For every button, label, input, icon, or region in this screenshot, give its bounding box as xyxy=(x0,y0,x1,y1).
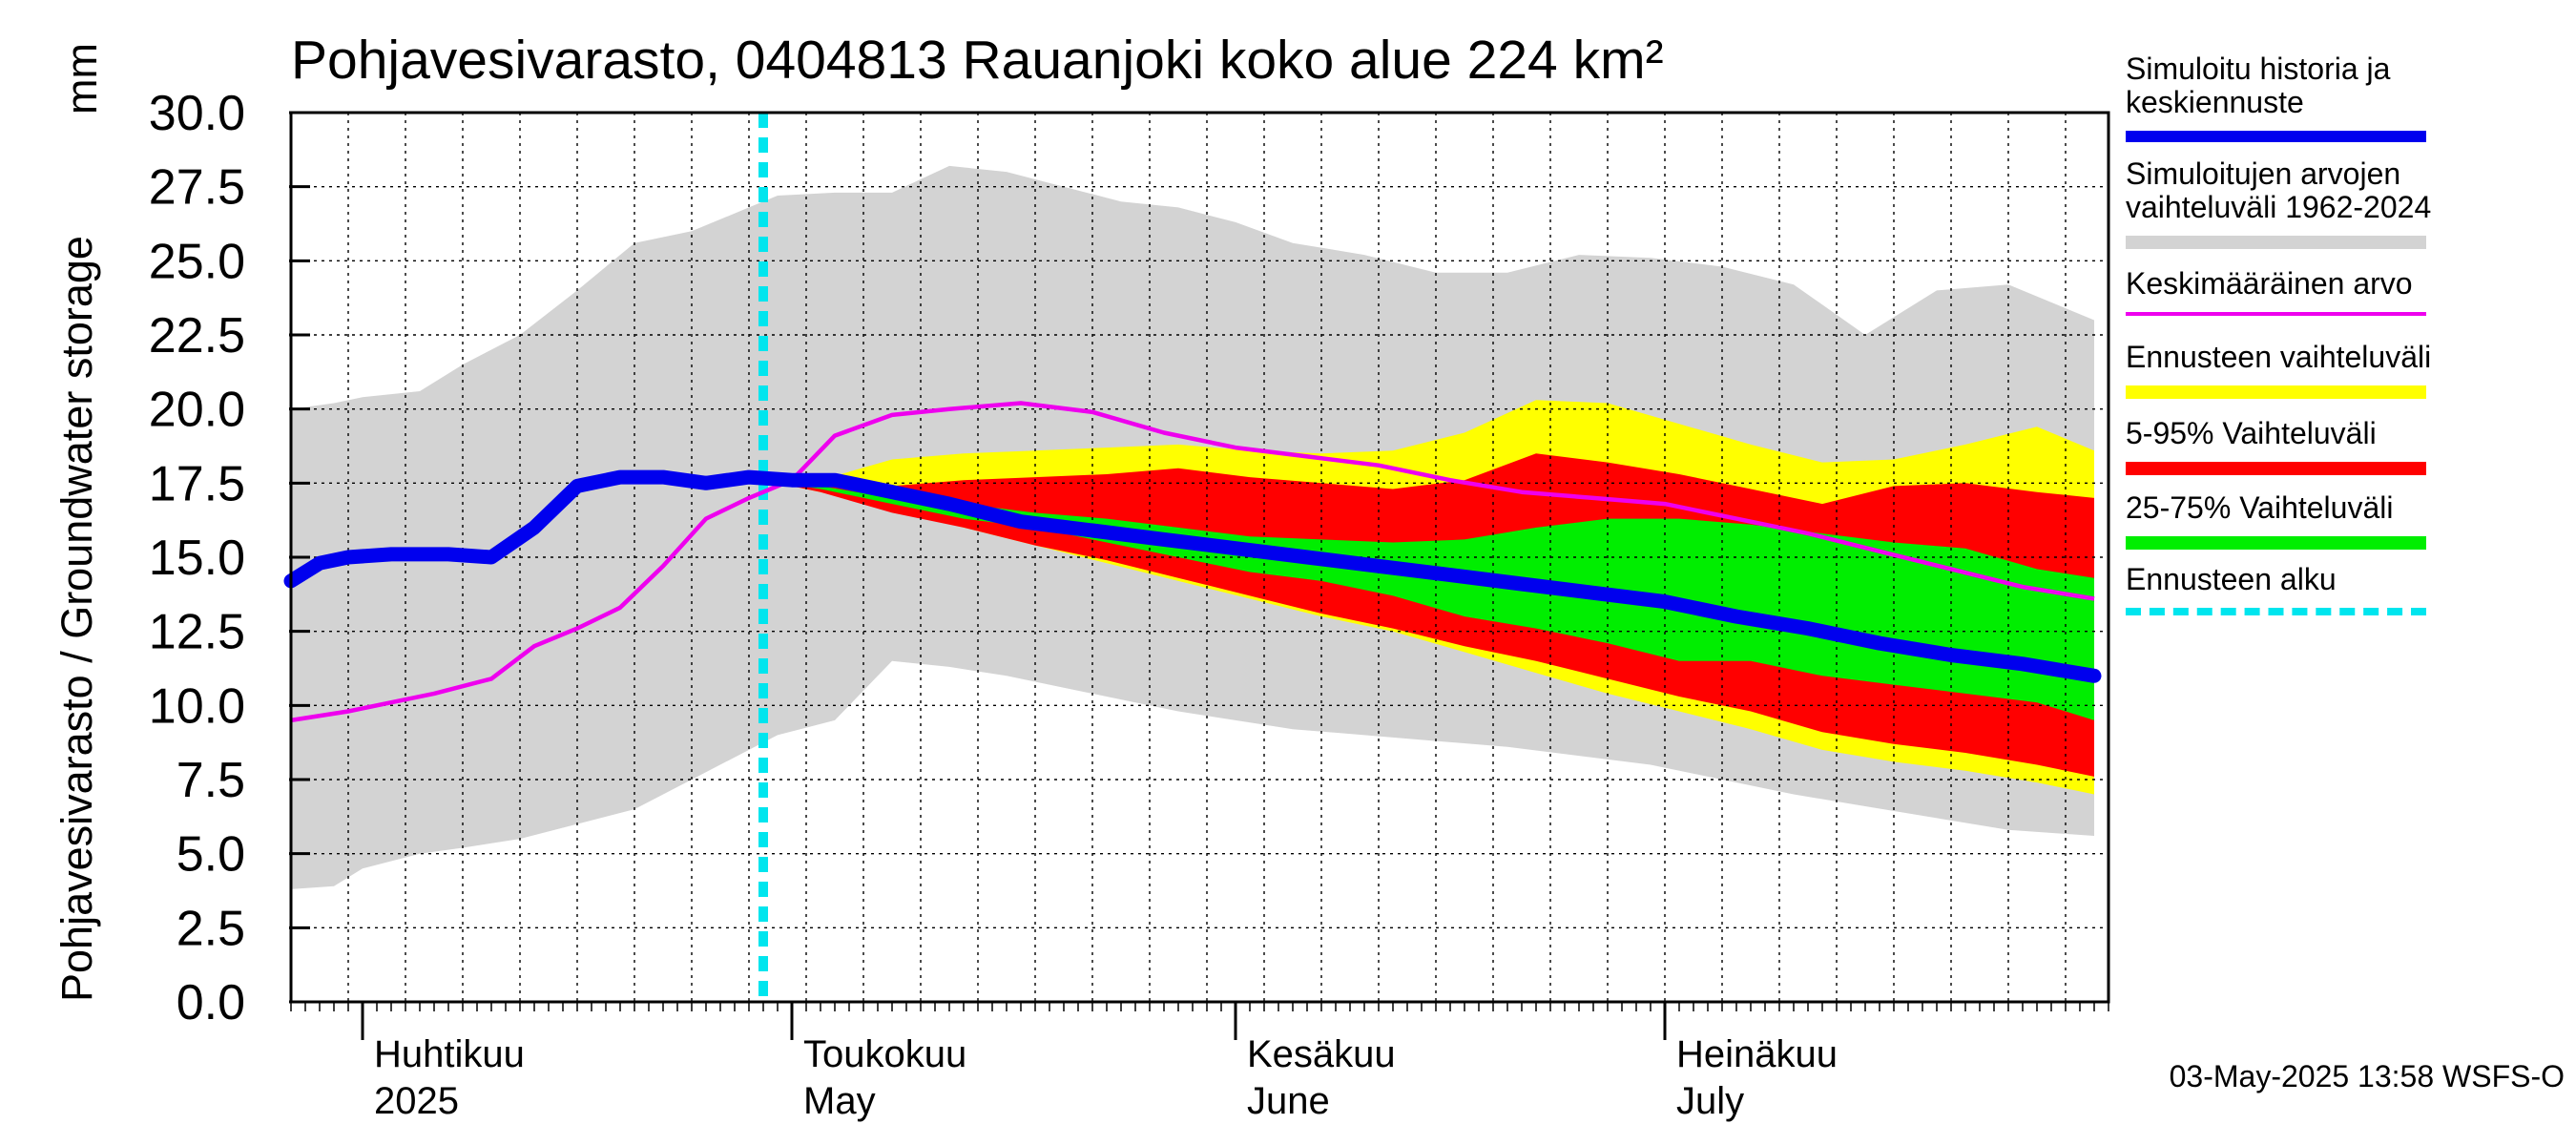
y-tick-label: 20.0 xyxy=(149,383,245,438)
simulated-median-line xyxy=(283,469,2102,683)
legend-label: Ennusteen vaihteluväli xyxy=(2126,340,2432,374)
y-tick-label: 12.5 xyxy=(149,605,245,660)
y-tick-label: 2.5 xyxy=(177,901,245,956)
y-tick-label: 25.0 xyxy=(149,234,245,289)
x-month-label-en: May xyxy=(803,1080,876,1122)
mean-value-line xyxy=(290,401,2095,723)
legend-item: Keskimääräinen arvo xyxy=(2126,266,2565,316)
forecast-range-bands xyxy=(763,400,2094,795)
legend-item: 5-95% Vaihteluväli xyxy=(2126,416,2565,475)
y-axis-unit: mm xyxy=(57,43,107,114)
x-month-label-en: 2025 xyxy=(374,1080,459,1122)
legend-item: Simuloitujen arvojen vaihteluväli 1962-2… xyxy=(2126,156,2565,249)
y-tick-label: 30.0 xyxy=(149,86,245,141)
legend-label: Ennusteen alku xyxy=(2126,562,2337,596)
legend-swatch xyxy=(2126,536,2426,550)
legend-item: Simuloitu historia ja keskiennuste xyxy=(2126,52,2565,142)
x-month-label-en: July xyxy=(1676,1080,1744,1122)
forecast-25-75-area xyxy=(763,480,2094,720)
legend-label: Simuloitujen arvojen vaihteluväli 1962-2… xyxy=(2126,156,2432,224)
series-lines xyxy=(283,113,2102,1002)
legend-swatch xyxy=(2126,236,2426,249)
legend-item: Ennusteen vaihteluväli xyxy=(2126,340,2565,399)
y-tick-label: 22.5 xyxy=(149,308,245,364)
y-tick-label: 7.5 xyxy=(177,753,245,808)
timestamp-footer: 03-May-2025 13:58 WSFS-O xyxy=(2169,1059,2565,1093)
legend-swatch xyxy=(2126,608,2426,615)
legend-swatch xyxy=(2126,462,2426,475)
legend-label: Keskimääräinen arvo xyxy=(2126,266,2413,301)
legend-label: 25-75% Vaihteluväli xyxy=(2126,490,2394,525)
tick-labels: 0.0 2.5 5.0 7.5 10.0 12.5 15.0 17.5 20.0 22.5 25.0… xyxy=(149,86,1838,1122)
x-month-label-en: June xyxy=(1247,1080,1330,1122)
legend-label: Simuloitu historia ja keskiennuste xyxy=(2126,52,2391,119)
axes xyxy=(289,111,2110,1040)
y-tick-label: 0.0 xyxy=(177,975,245,1030)
legend-swatch xyxy=(2126,312,2426,316)
x-month-label-fi: Toukokuu xyxy=(803,1033,966,1075)
legend-label: 5-95% Vaihteluväli xyxy=(2126,416,2377,450)
grid-lines xyxy=(291,112,2109,1003)
chart-title: Pohjavesivarasto, 0404813 Rauanjoki koko… xyxy=(291,30,1664,91)
unit-label: mm xyxy=(57,43,106,114)
x-month-label-fi: Kesäkuu xyxy=(1247,1033,1396,1075)
x-month-label-fi: Huhtikuu xyxy=(374,1033,525,1075)
legend-swatch xyxy=(2126,131,2426,142)
y-tick-label: 27.5 xyxy=(149,160,245,216)
legend-item: Ennusteen alku xyxy=(2126,562,2565,615)
y-tick-label: 10.0 xyxy=(149,678,245,734)
y-tick-label: 17.5 xyxy=(149,456,245,511)
y-tick-label: 15.0 xyxy=(149,531,245,586)
y-tick-label: 5.0 xyxy=(177,827,245,883)
y-axis-label: Pohjavesivarasto / Groundwater storage xyxy=(52,236,101,1002)
x-month-label-fi: Heinäkuu xyxy=(1676,1033,1838,1075)
legend-item: 25-75% Vaihteluväli xyxy=(2126,490,2565,550)
legend-swatch xyxy=(2126,385,2426,399)
